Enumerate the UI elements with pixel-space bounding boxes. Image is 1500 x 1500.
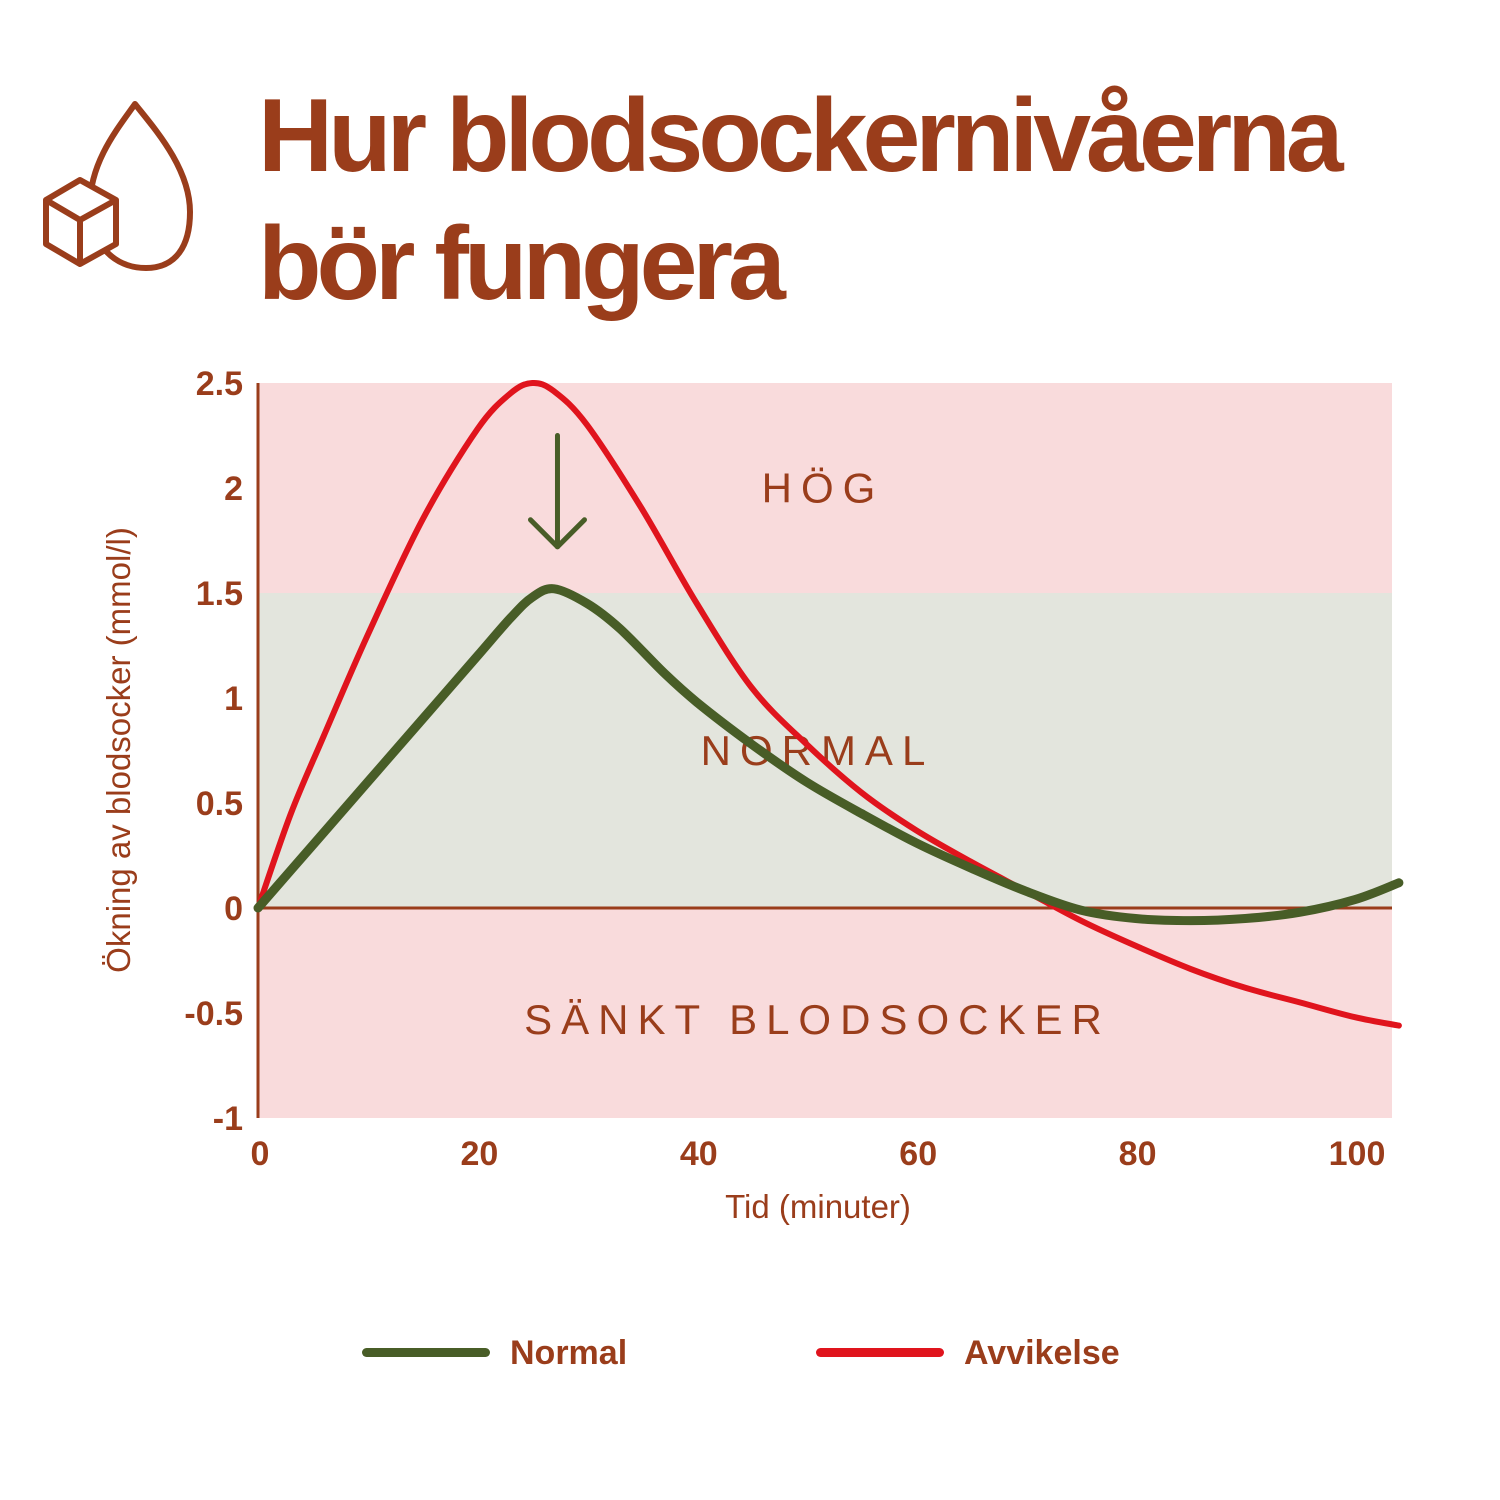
x-tick-label: 80 [1119,1135,1157,1173]
x-axis-title: Tid (minuter) [725,1188,911,1225]
y-tick-label: 2 [224,470,243,508]
legend: Normal Avvikelse [0,1320,1500,1390]
legend-label-normal: Normal [510,1334,628,1372]
blood-drop-sugar-cube-icon [43,101,193,271]
page-title-line-2: bör fungera [258,206,786,322]
y-tick-label: -0.5 [184,995,243,1033]
page-title: Hur blodsockernivåerna bör fungera [258,72,1458,328]
x-tick-label: 100 [1329,1135,1386,1173]
series-line-normal [253,584,1404,926]
legend-label-avvikelse: Avvikelse [964,1334,1120,1372]
y-axis-title: Ökning av blodsocker (mmol/l) [100,527,137,973]
x-tick-label: 40 [680,1135,718,1173]
y-tick-label: -1 [213,1100,243,1138]
y-tick-label: 0.5 [196,785,243,823]
y-tick-label: 1.5 [196,575,243,613]
y-tick-label: 0 [224,890,243,928]
x-tick-label: 20 [460,1135,498,1173]
annotation-arrow-head [527,517,587,550]
zone-label-high: HÖG [762,465,885,512]
high-zone [258,383,1392,593]
y-tick-label: 2.5 [196,365,243,403]
x-tick-label: 0 [251,1135,270,1173]
legend-swatch-normal [362,1348,490,1357]
normal-zone [258,593,1392,908]
legend-swatch-avvikelse [816,1348,944,1357]
y-tick-label: 1 [224,680,243,718]
page-title-line-1: Hur blodsockernivåerna [258,78,1344,194]
low-zone [258,908,1392,1118]
series-line-avvikelse [255,379,1402,1029]
x-tick-label: 60 [899,1135,937,1173]
zone-label-low: SÄNKT BLODSOCKER [524,996,1111,1043]
